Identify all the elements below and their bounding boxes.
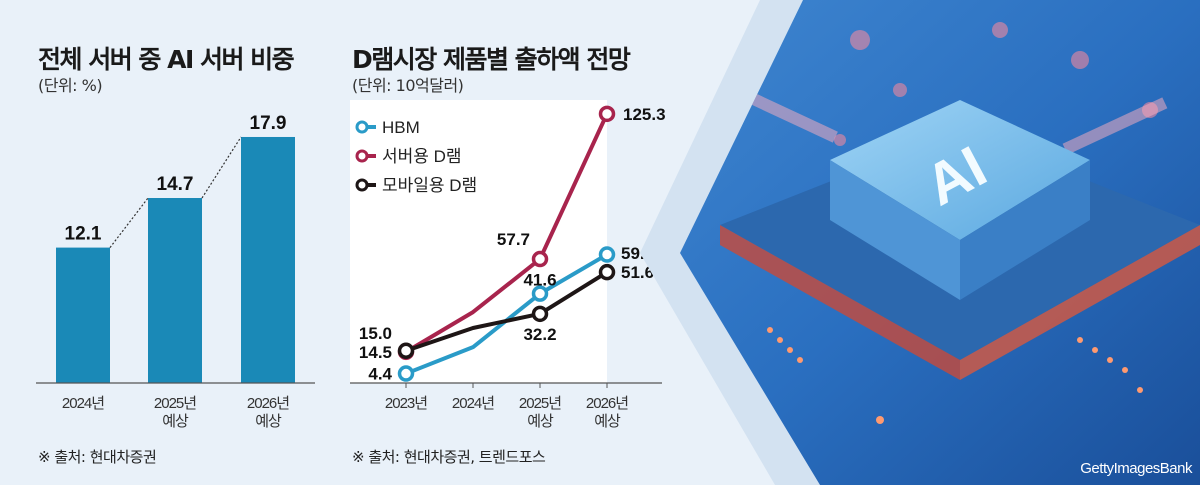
plot-area xyxy=(350,100,607,383)
data-label: 4.4 xyxy=(368,365,392,384)
photo-credit: GettyImagesBank xyxy=(1080,460,1192,477)
legend-marker xyxy=(355,120,369,134)
data-point xyxy=(598,263,616,281)
legend-label: HBM xyxy=(382,118,420,137)
data-point xyxy=(397,365,415,382)
connector-line xyxy=(109,197,149,248)
bar xyxy=(56,247,110,383)
bar-value-label: 14.7 xyxy=(157,174,194,195)
data-label: 41.6 xyxy=(523,271,556,290)
data-point xyxy=(531,250,549,268)
bar xyxy=(148,198,202,383)
x-tick-label: 2025년 예상 xyxy=(519,395,561,430)
line-chart-unit: (단위: 10억달러) xyxy=(352,76,464,95)
x-tick-label: 2024년 xyxy=(62,395,104,412)
x-tick-label: 2023년 xyxy=(385,395,427,412)
line-chart-source: ※ 출처: 현대차증권, 트렌드포스 xyxy=(352,448,546,466)
bar-chart-title: 전체 서버 중 AI 서버 비중 xyxy=(38,45,295,74)
series-line xyxy=(405,270,609,353)
x-tick-label: 2025년 예상 xyxy=(154,395,196,430)
x-tick-label: 2026년 예상 xyxy=(586,395,628,430)
data-label: 15.0 xyxy=(359,324,392,343)
legend-label: 모바일용 D램 xyxy=(382,176,477,195)
connector-line xyxy=(201,136,242,199)
bar-value-label: 12.1 xyxy=(65,224,102,245)
line-chart-title: D램시장 제품별 출하액 전망 xyxy=(352,45,631,74)
series-line xyxy=(404,112,609,354)
bar-chart-source: ※ 출처: 현대차증권 xyxy=(38,448,157,466)
x-tick-label: 2026년 예상 xyxy=(247,395,289,430)
data-point xyxy=(531,285,549,302)
data-label: 57.7 xyxy=(497,230,530,249)
data-point xyxy=(397,342,415,360)
x-tick-label: 2024년 xyxy=(452,395,494,412)
data-label: 32.2 xyxy=(523,325,556,344)
data-point xyxy=(598,246,616,263)
legend-marker xyxy=(355,149,369,163)
data-label: 51.6 xyxy=(621,263,654,282)
bar-chart: 12.1 2024년 14.7 2025년 예상 17.9 2026년 예상 xyxy=(36,113,315,430)
data-point xyxy=(598,105,616,123)
data-label: 14.5 xyxy=(359,343,392,362)
data-point xyxy=(531,305,549,323)
data-label: 125.3 xyxy=(623,105,666,124)
bar xyxy=(241,136,295,383)
legend-label: 서버용 D램 xyxy=(382,147,462,166)
bar-value-label: 17.9 xyxy=(250,113,287,134)
bar-chart-unit: (단위: %) xyxy=(38,76,103,95)
legend-marker xyxy=(355,178,369,192)
